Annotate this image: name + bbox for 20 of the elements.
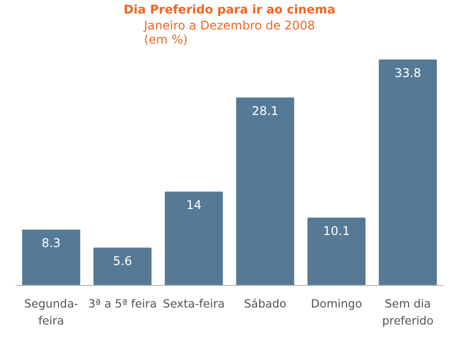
bar [164, 192, 223, 286]
x-tick-label: 3ª a 5ª feira [88, 296, 157, 310]
bar [93, 248, 152, 286]
data-label: 28.1 [252, 104, 279, 118]
chart-subtitle: Janeiro a Dezembro de 2008 (em %) [143, 18, 315, 46]
x-tick-label: Sábado [244, 296, 286, 310]
data-label: 5.6 [112, 254, 132, 268]
bar [378, 60, 437, 286]
data-label: 8.3 [42, 236, 61, 250]
bar [22, 230, 80, 286]
data-label: 33.8 [394, 66, 422, 80]
x-tick-label: Sem dia preferido [382, 296, 434, 328]
data-label: 10.1 [323, 224, 350, 238]
x-tick-label: Sexta-feira [162, 296, 225, 310]
bar [307, 218, 366, 286]
chart-title: Dia Preferido para ir ao cinema [124, 2, 336, 16]
x-tick-label: Domingo [310, 296, 362, 310]
bar [236, 98, 294, 286]
x-tick-label: Segunda- feira [24, 296, 78, 328]
data-label: 14 [186, 198, 202, 212]
